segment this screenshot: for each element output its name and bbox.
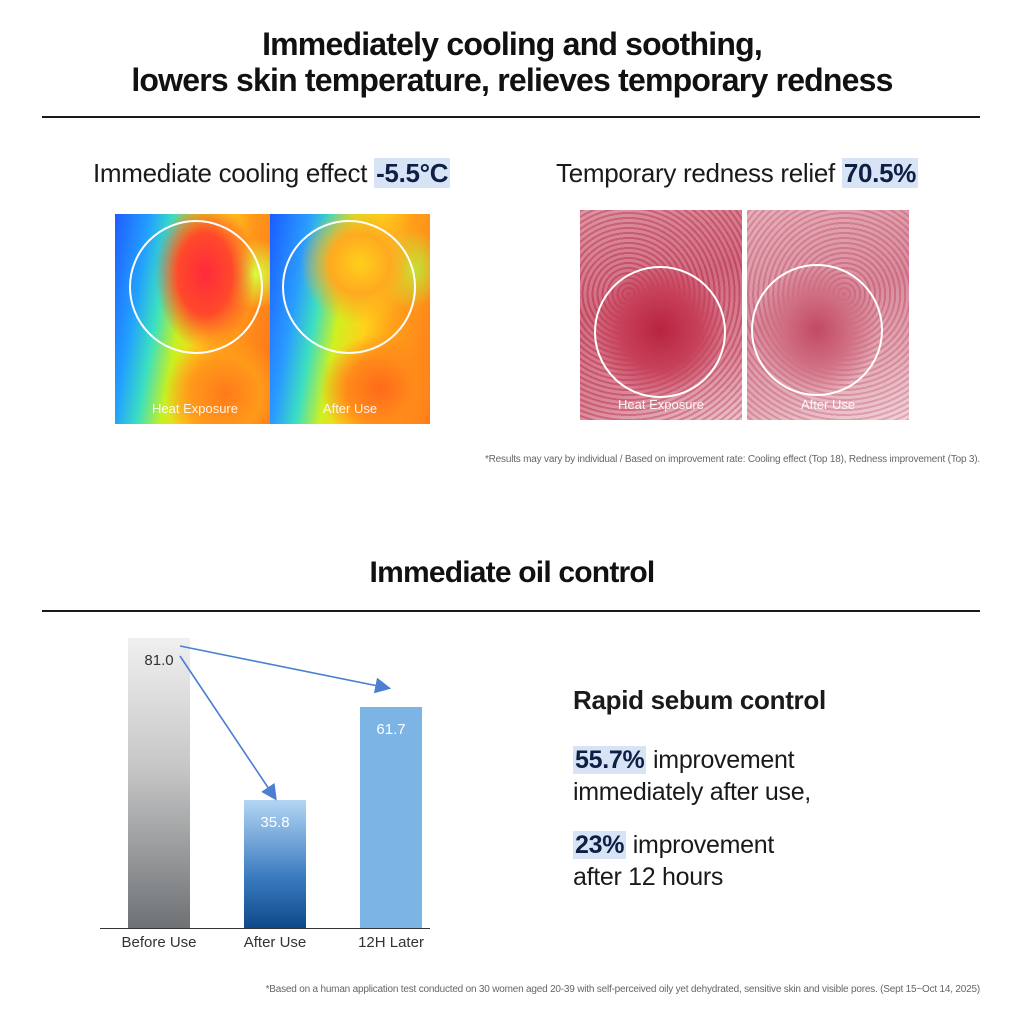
headline-line-2: lowers skin temperature, relieves tempor… (131, 62, 893, 98)
cooling-value: -5.5°C (374, 158, 451, 188)
bar-value-label: 81.0 (144, 652, 174, 669)
thermal-image-before: Heat Exposure (115, 214, 275, 424)
stat-immediate: 55.7% improvement immediately after use, (573, 744, 811, 808)
bar-12h-later: 61.7 (360, 707, 422, 928)
measurement-circle (129, 220, 263, 354)
arrow-to-after-use (179, 655, 277, 801)
cooling-label: Immediate cooling effect (93, 158, 375, 188)
oil-control-title: Immediate oil control (369, 556, 656, 589)
cooling-heading: Immediate cooling effect -5.5°C (93, 158, 451, 189)
redness-label: Temporary redness relief (556, 158, 842, 188)
redness-after-label: After Use (800, 397, 856, 412)
bar-value-label: 61.7 (376, 721, 406, 738)
thermal-after-label: After Use (322, 401, 378, 416)
arrow-to-12h-later (179, 645, 392, 694)
stat-12h: 23% improvement after 12 hours (573, 829, 774, 893)
bar-value-label: 35.8 (260, 814, 290, 831)
redness-before-label: Heat Exposure (618, 397, 704, 412)
measurement-circle (594, 266, 726, 398)
measurement-circle (751, 264, 883, 396)
stat-immediate-value: 55.7% (573, 746, 647, 774)
bar-before-use: 81.0 (128, 638, 190, 928)
stat-12h-value: 23% (573, 831, 627, 859)
test-footnote: *Based on a human application test condu… (265, 984, 981, 995)
x-tick-label: Before Use (121, 934, 197, 951)
stat-immediate-text-2: immediately after use, (573, 778, 811, 806)
redness-value: 70.5% (841, 158, 919, 188)
measurement-circle (282, 220, 416, 354)
x-tick-label: After Use (243, 934, 307, 951)
headline-line-1: Immediately cooling and soothing, (262, 26, 763, 62)
thermal-image-after: After Use (270, 214, 430, 424)
x-axis-line (100, 928, 430, 929)
redness-image-after: After Use (747, 210, 909, 420)
thermal-before-label: Heat Exposure (152, 401, 238, 416)
divider (42, 610, 980, 612)
redness-image-before: Heat Exposure (580, 210, 742, 420)
sebum-title: Rapid sebum control (573, 685, 826, 715)
x-tick-label: 12H Later (358, 934, 424, 951)
divider (42, 116, 980, 118)
results-footnote: *Results may vary by individual / Based … (484, 454, 980, 465)
stat-immediate-text: improvement (646, 746, 795, 774)
stat-12h-text: improvement (626, 831, 775, 859)
bar-after-use: 35.8 (244, 800, 306, 928)
redness-heading: Temporary redness relief 70.5% (556, 158, 919, 189)
stat-12h-text-2: after 12 hours (573, 863, 724, 891)
